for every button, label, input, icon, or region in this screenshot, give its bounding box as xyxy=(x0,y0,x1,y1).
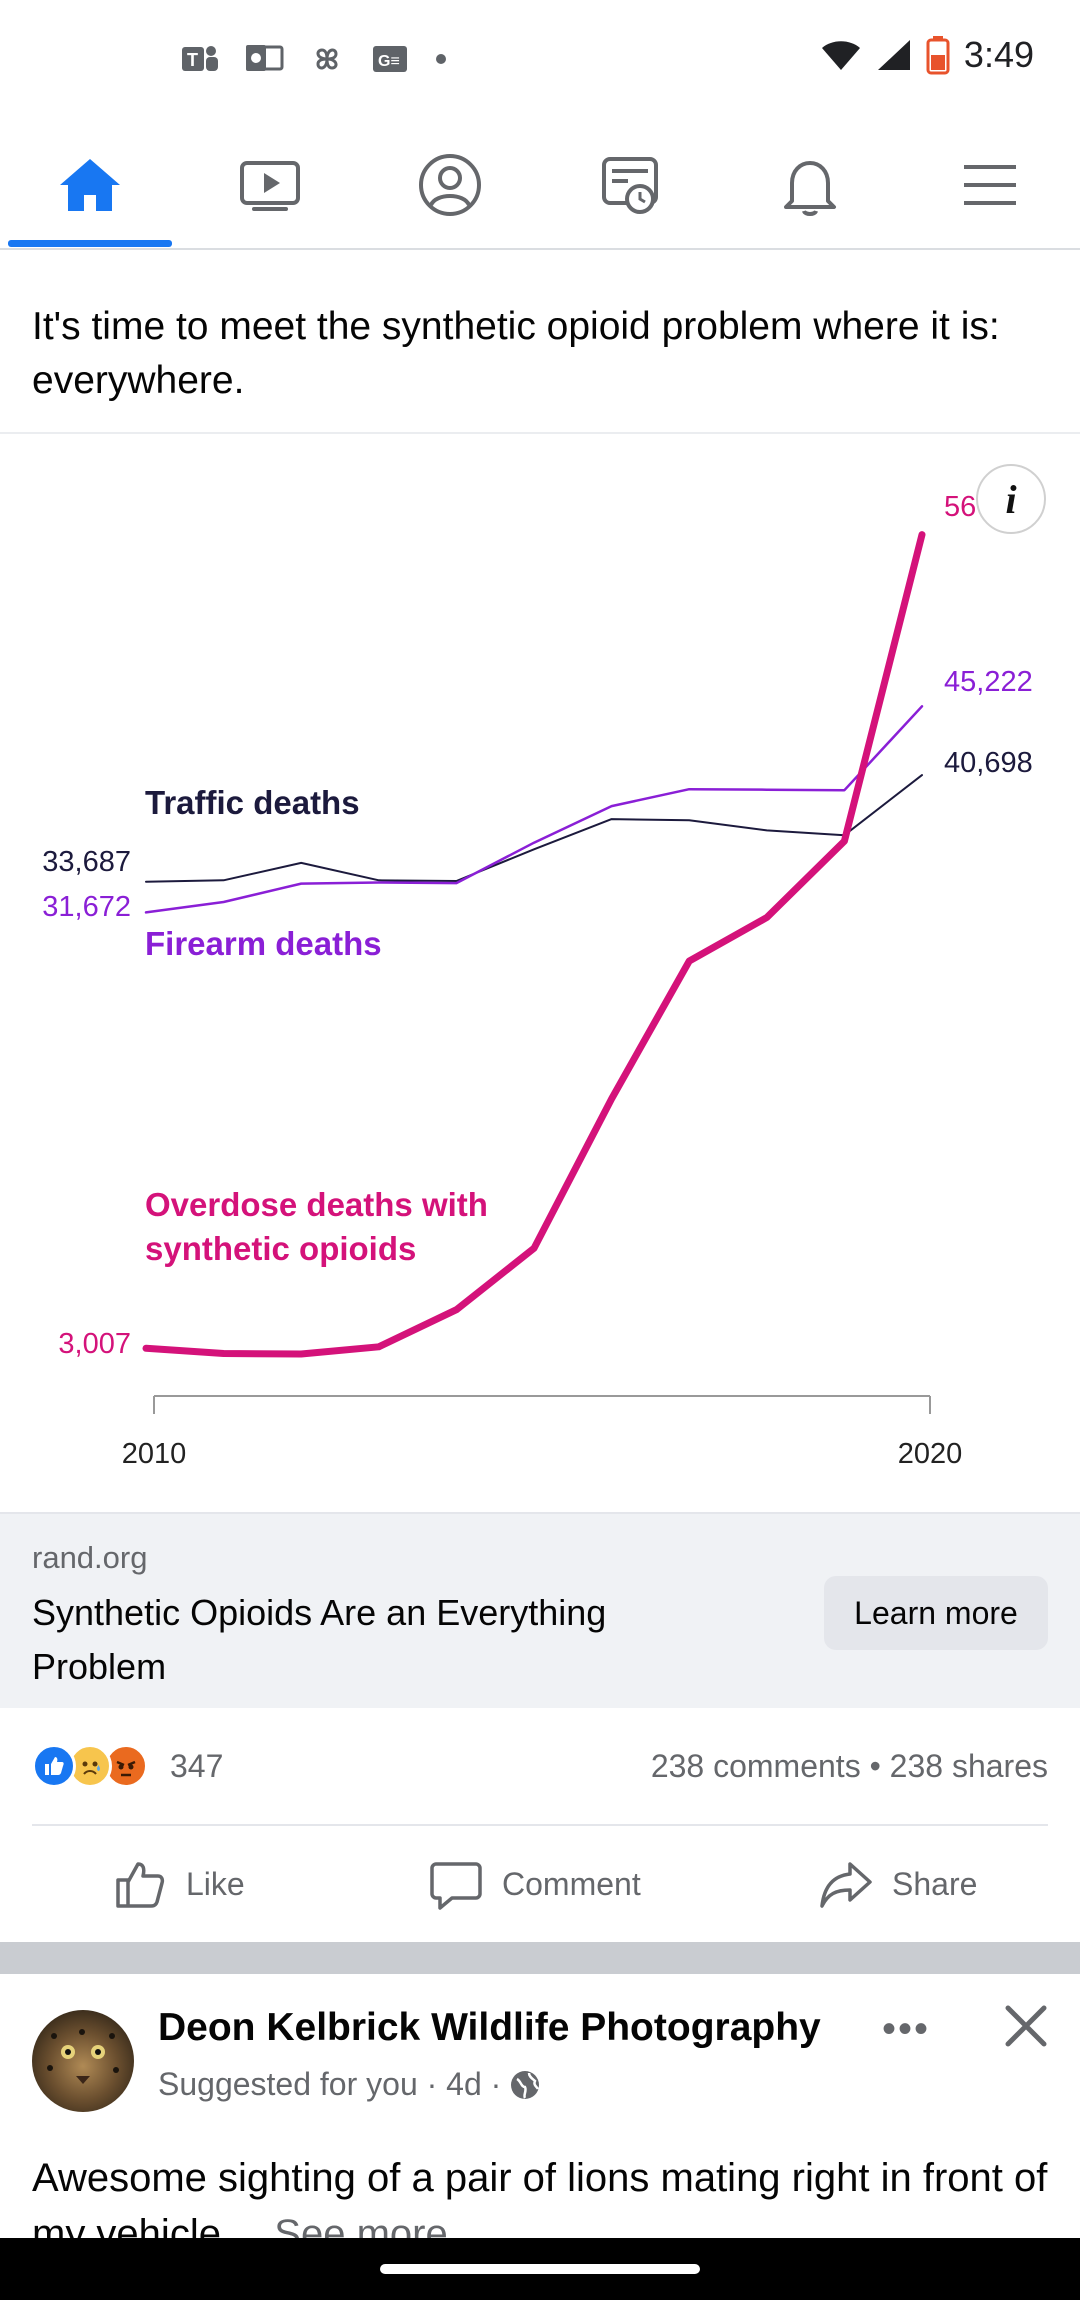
tab-notifications[interactable] xyxy=(720,120,900,250)
thumbs-up-icon xyxy=(116,1862,165,1908)
firearm-series-label: Firearm deaths xyxy=(145,925,382,962)
x-tick-label-end: 2020 xyxy=(898,1438,963,1470)
overdose-series-label-line1: Overdose deaths with xyxy=(145,1186,488,1223)
comment-icon xyxy=(430,1862,482,1910)
firearm-end-value: 45,222 xyxy=(944,666,1033,698)
reactions-row: 347 238 comments • 238 shares xyxy=(0,1708,1080,1826)
like-button[interactable]: Like xyxy=(112,1826,245,1942)
series-layer xyxy=(142,531,926,1358)
teams-icon: T xyxy=(182,46,218,71)
link-preview[interactable]: rand.org Synthetic Opioids Are an Everyt… xyxy=(0,1512,1080,1708)
video-icon xyxy=(240,161,300,211)
wifi-icon xyxy=(821,41,860,70)
suggested-post-text: Awesome sighting of a pair of lions mati… xyxy=(32,2150,1052,2240)
system-navigation-bar xyxy=(0,2238,1080,2300)
home-gesture-handle[interactable] xyxy=(380,2264,700,2274)
share-label: Share xyxy=(892,1865,978,1902)
globe-icon xyxy=(511,2070,540,2099)
divider xyxy=(32,1824,1048,1826)
comments-shares-count[interactable]: 238 comments • 238 shares xyxy=(650,1748,1048,1784)
post-actions: Like Comment Share xyxy=(0,1826,1080,1942)
leopard-photo-icon xyxy=(47,2029,119,2084)
tab-profile[interactable] xyxy=(360,120,540,250)
more-options-button[interactable]: ••• xyxy=(881,2006,930,2051)
see-more-link[interactable]: See more xyxy=(274,2212,448,2240)
status-bar: T G≡ 3:49 xyxy=(0,0,1080,120)
traffic-end-value: 40,698 xyxy=(944,747,1033,779)
feed-separator xyxy=(0,1942,1080,1974)
gmail-icon: G≡ xyxy=(373,46,407,72)
system-indicators: 3:49 xyxy=(820,34,1034,76)
link-title[interactable]: Synthetic Opioids Are an Everything Prob… xyxy=(32,1592,607,1687)
home-icon xyxy=(60,159,120,211)
comment-label: Comment xyxy=(502,1865,641,1902)
info-button[interactable]: i xyxy=(976,464,1046,534)
tab-watch[interactable] xyxy=(180,120,360,250)
avatar[interactable] xyxy=(32,2010,134,2112)
traffic-start-value: 33,687 xyxy=(42,846,131,878)
top-navigation xyxy=(0,120,1080,250)
suggested-post: Deon Kelbrick Wildlife Photography Sugge… xyxy=(0,1974,1080,2240)
tab-menu[interactable] xyxy=(900,120,1080,250)
line-chart: 2010 2020 Traffic deaths Firearm deaths … xyxy=(42,491,1033,1470)
overdose-end-value: 56 xyxy=(944,491,976,523)
battery-icon xyxy=(926,36,950,75)
clock: 3:49 xyxy=(963,34,1034,75)
post-meta: Suggested for you · 4d · xyxy=(158,2066,541,2103)
bell-icon xyxy=(784,161,836,216)
svg-text:G≡: G≡ xyxy=(378,53,400,70)
like-label: Like xyxy=(186,1865,245,1902)
x-tick-label-start: 2010 xyxy=(122,1438,187,1470)
notification-icons: T G≡ xyxy=(180,40,448,78)
overdose-start-value: 3,007 xyxy=(58,1328,131,1360)
tab-home[interactable] xyxy=(0,120,180,250)
post-text: It's time to meet the synthetic opioid p… xyxy=(32,305,1000,402)
link-domain: rand.org xyxy=(32,1540,148,1575)
outlook-icon xyxy=(246,45,284,71)
firearm-start-value: 31,672 xyxy=(42,891,131,923)
share-button[interactable]: Share xyxy=(818,1826,977,1942)
reaction-icons[interactable] xyxy=(32,1744,148,1788)
svg-text:T: T xyxy=(187,50,198,70)
post-body: Awesome sighting of a pair of lions mati… xyxy=(32,2156,1048,2240)
news-feed-icon xyxy=(602,157,658,214)
meta-text: Suggested for you · 4d · xyxy=(158,2066,502,2102)
pinwheel-icon xyxy=(316,48,338,70)
share-icon xyxy=(820,1862,872,1908)
post-image-chart[interactable]: 2010 2020 Traffic deaths Firearm deaths … xyxy=(0,434,1080,1512)
tab-news[interactable] xyxy=(540,120,720,250)
signal-icon xyxy=(877,40,910,70)
hide-post-button[interactable] xyxy=(996,1996,1056,2056)
close-icon xyxy=(1005,2005,1047,2047)
page-name[interactable]: Deon Kelbrick Wildlife Photography xyxy=(158,2006,821,2049)
sad-reaction-icon xyxy=(68,1744,112,1788)
traffic-series-label: Traffic deaths xyxy=(145,784,360,821)
comment-button[interactable]: Comment xyxy=(428,1826,641,1942)
like-reaction-icon xyxy=(32,1744,76,1788)
divider xyxy=(0,432,1080,434)
dot-icon xyxy=(436,54,446,64)
reaction-count[interactable]: 347 xyxy=(170,1748,224,1784)
overdose-series-label-line2: synthetic opioids xyxy=(145,1230,416,1267)
active-tab-indicator xyxy=(8,240,172,247)
profile-icon xyxy=(419,154,481,216)
learn-more-button[interactable]: Learn more xyxy=(824,1576,1048,1650)
menu-icon xyxy=(964,165,1016,205)
